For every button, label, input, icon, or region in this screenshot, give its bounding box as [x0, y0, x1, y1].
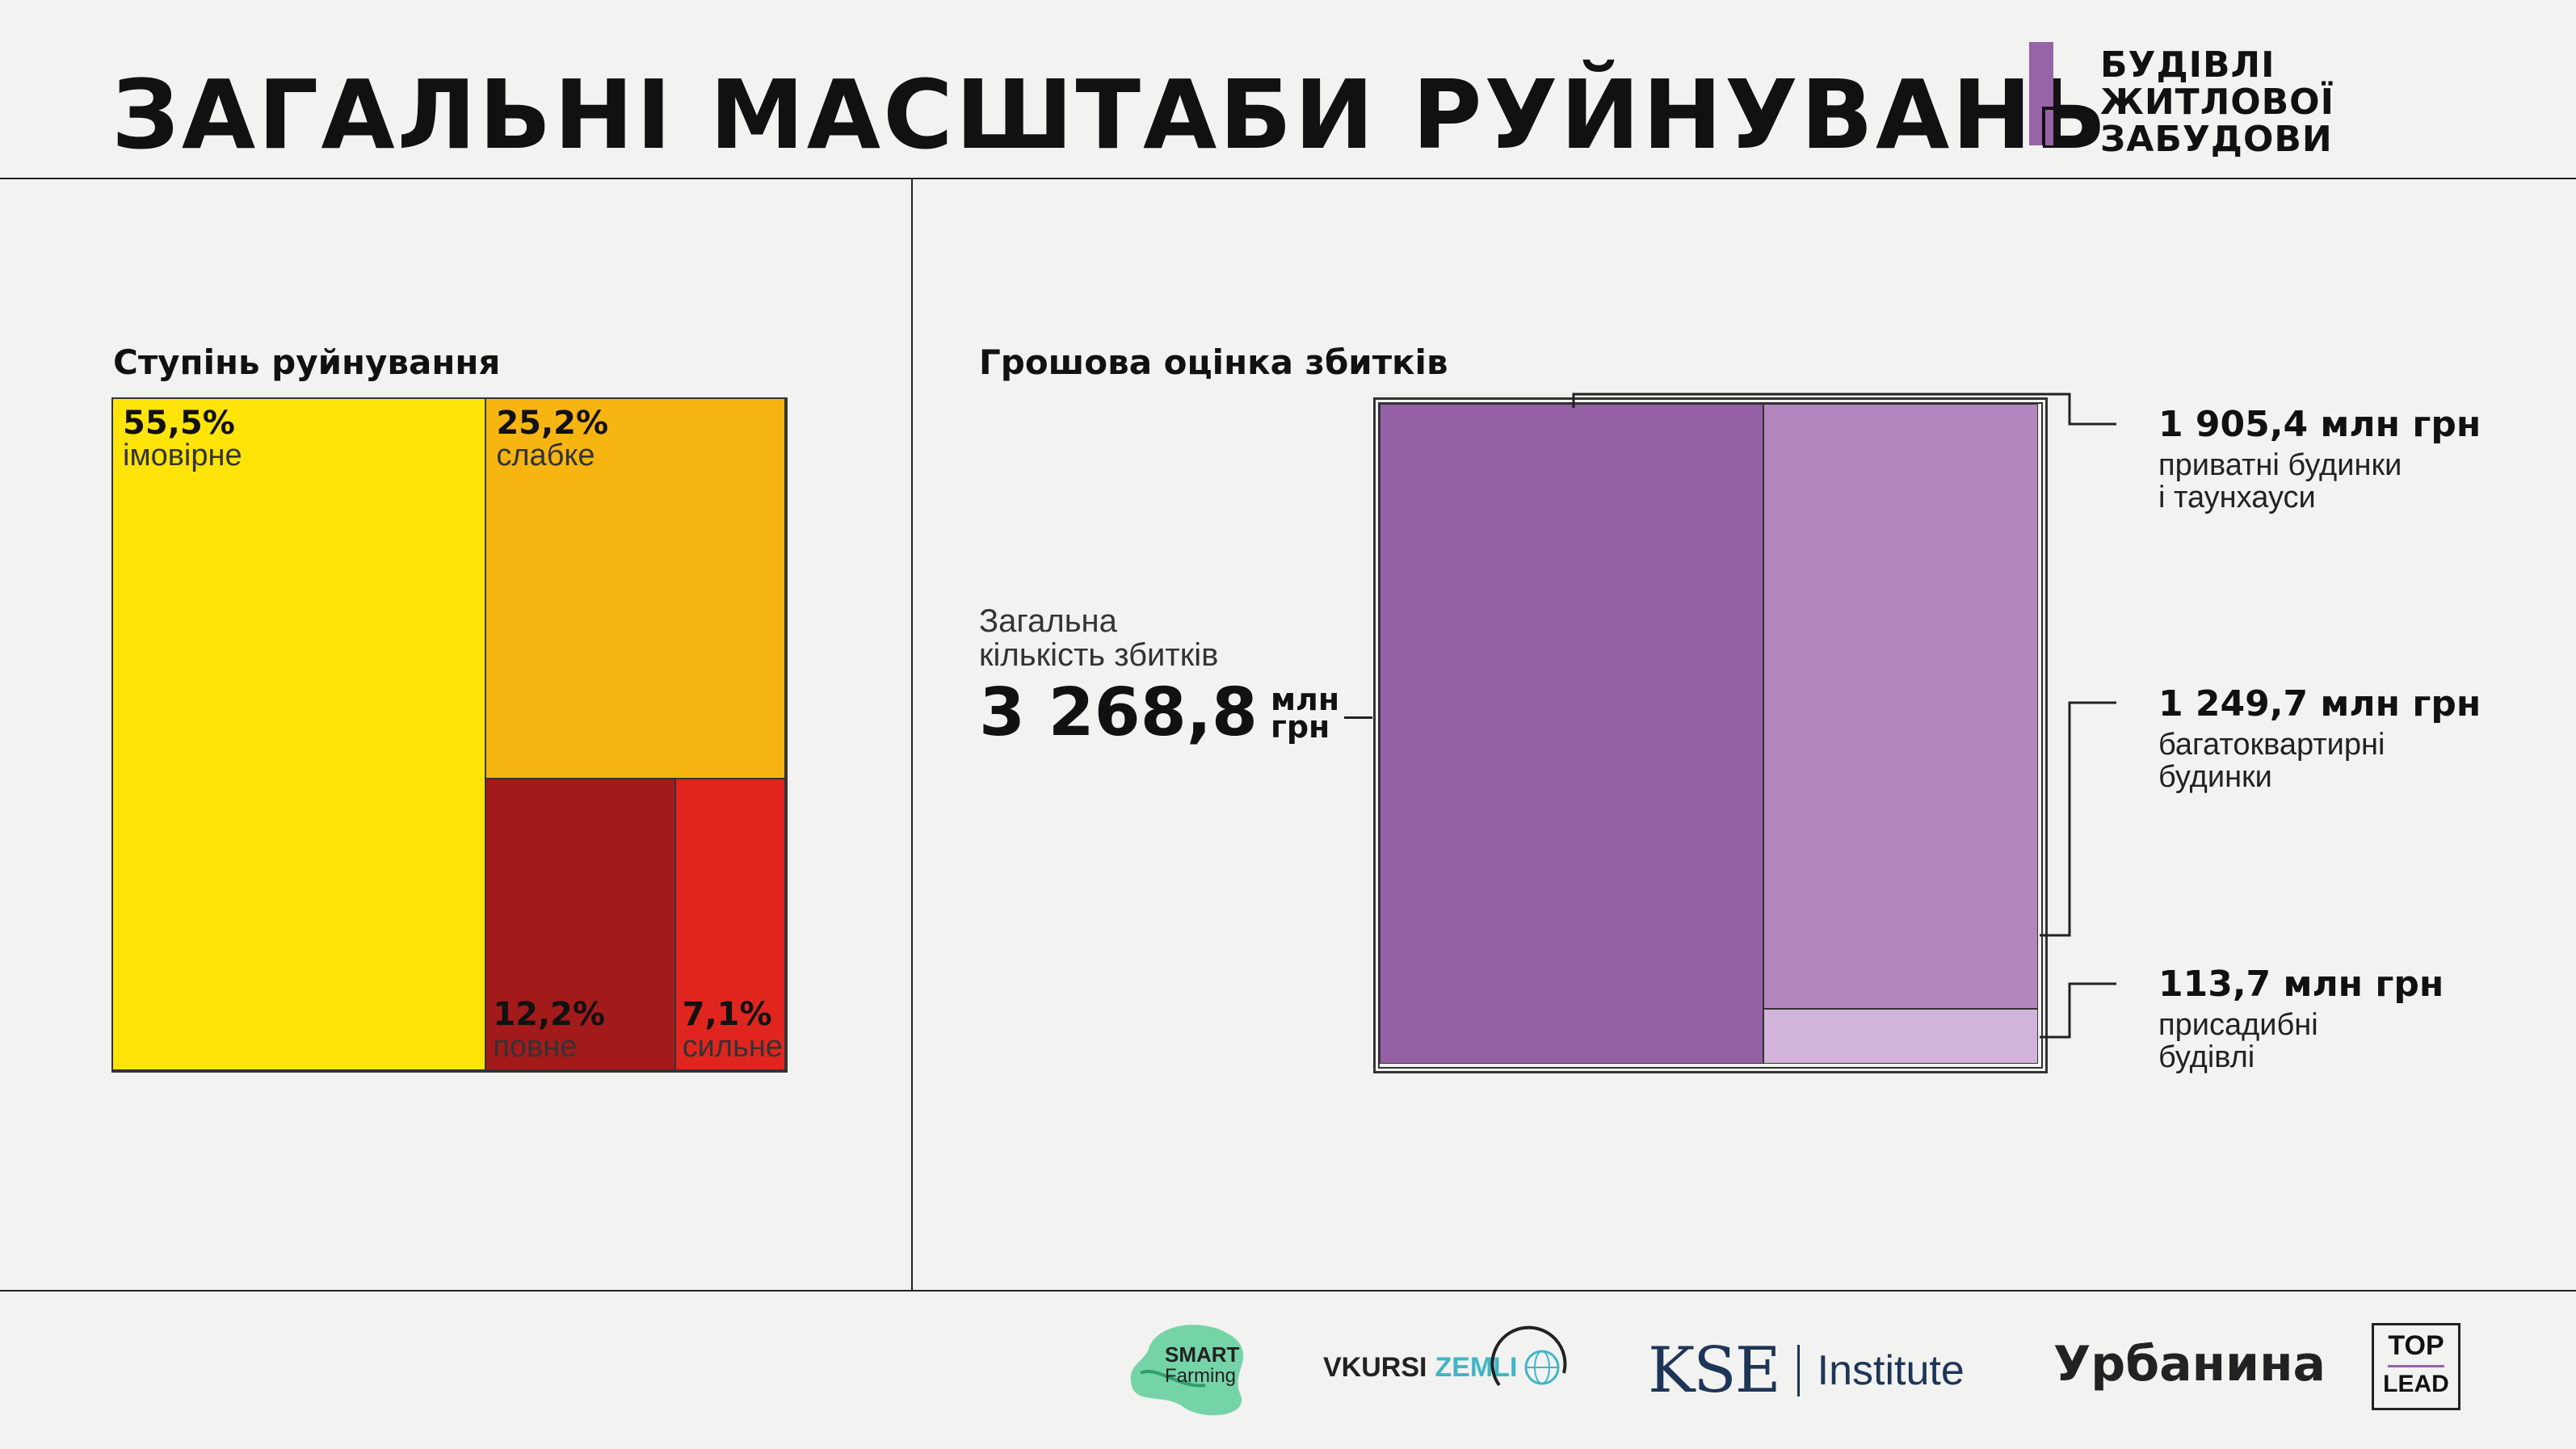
desc-outbuildings-2: будівлі [2158, 1040, 2255, 1074]
footer-divider [0, 1290, 2576, 1292]
total-connector [1344, 716, 1372, 719]
tile-severe: 7,1% сильне [675, 779, 786, 1071]
damage-treemap [1378, 402, 2043, 1069]
label-apartment-buildings: 1 249,7 млн грн багатоквартирні будинки [2158, 683, 2481, 794]
institute-text: Institute [1817, 1347, 1965, 1394]
top-lead-logo: TOP LEAD [2372, 1323, 2460, 1410]
label-outbuildings: 113,7 млн грн присадибні будівлі [2158, 964, 2444, 1074]
tile-complete: 12,2% повне [486, 779, 676, 1071]
logo-text: БУДІВЛІ ЖИТЛОВОЇ ЗАБУДОВИ [2100, 47, 2334, 158]
logo-line-2: ЖИТЛОВОЇ [2100, 82, 2334, 123]
tile-probable: 55,5% імовірне [113, 399, 487, 1071]
lead-text: LEAD [2383, 1371, 2449, 1397]
vkursi-text: VKURSI [1323, 1351, 1427, 1383]
vkursi-zemli-logo: VKURSI ZEMLI [1323, 1347, 1562, 1388]
value-apartment-buildings: 1 249,7 млн грн [2158, 683, 2481, 724]
total-damage-block: Загальна кількість збитків 3 268,8 млн г… [979, 604, 1339, 746]
zemli-text: ZEMLI [1435, 1351, 1518, 1383]
smart-text: SMART [1165, 1342, 1240, 1367]
logo-step [2042, 107, 2065, 145]
tile-apartment-buildings [1763, 404, 2038, 1009]
total-label-line-1: Загальна [979, 603, 1117, 639]
total-unit-mln: млн [1270, 682, 1340, 717]
urbanyna-logo: Урбанина [2053, 1336, 2326, 1392]
logo-line-3: ЗАБУДОВИ [2100, 119, 2333, 160]
desc-private-houses-2: і таунхауси [2158, 481, 2316, 514]
leader-line-private [1572, 393, 2116, 426]
destruction-treemap: 55,5% імовірне 25,2% слабке 12,2% повне 7,1% си… [111, 397, 788, 1073]
tile-outbuildings [1763, 1008, 2038, 1064]
logo-mark [2029, 42, 2053, 145]
tile-light-percent: 25,2% [496, 405, 609, 442]
tile-severe-percent: 7,1% [682, 996, 772, 1034]
header-divider [0, 178, 2576, 179]
column-divider [911, 178, 913, 1291]
leader-line-apartments [2040, 701, 2116, 937]
page-title: ЗАГАЛЬНІ МАСШТАБИ РУЙНУВАНЬ [111, 59, 2109, 170]
top-lead-accent [2388, 1365, 2444, 1367]
tile-light-label: слабке [496, 439, 595, 472]
kse-text: KSE [1648, 1334, 1781, 1407]
desc-private-houses-1: приватні будинки [2158, 448, 2402, 482]
top-text: TOP [2388, 1330, 2444, 1361]
total-unit-uah: грн [1270, 709, 1330, 745]
total-damage-value: 3 268,8 [979, 674, 1258, 751]
kse-divider [1796, 1345, 1800, 1396]
farming-text-2: Farming [1165, 1365, 1237, 1387]
total-label-line-2: кількість збитків [979, 637, 1219, 673]
tile-private-houses [1380, 404, 1764, 1064]
desc-outbuildings-1: присадибні [2158, 1008, 2318, 1042]
desc-apartment-buildings-1: багатоквартирні [2158, 728, 2385, 762]
value-outbuildings: 113,7 млн грн [2158, 964, 2444, 1005]
value-private-houses: 1 905,4 млн грн [2158, 404, 2481, 445]
tile-probable-percent: 55,5% [123, 405, 235, 442]
tile-probable-label: імовірне [123, 439, 242, 472]
globe-icon [1524, 1350, 1560, 1385]
leader-line-outbuildings [2040, 982, 2116, 1039]
tile-light: 25,2% слабке [486, 399, 786, 780]
logo-line-1: БУДІВЛІ [2100, 44, 2276, 86]
tile-complete-label: повне [493, 1030, 578, 1065]
kse-institute-logo: KSE Institute [1648, 1334, 1965, 1407]
destruction-degree-title: Ступінь руйнування [113, 342, 501, 382]
vkursi-arc-icon [1490, 1325, 1567, 1387]
smart-farming-blob-icon [1130, 1325, 1244, 1416]
tile-severe-label: сильне [682, 1030, 783, 1065]
smart-farming-logo: SMART [1124, 1317, 1262, 1422]
desc-apartment-buildings-2: будинки [2158, 760, 2272, 794]
damage-valuation-title: Грошова оцінка збитків [979, 342, 1448, 382]
label-private-houses: 1 905,4 млн грн приватні будинки і таунх… [2158, 407, 2481, 514]
tile-complete-percent: 12,2% [493, 996, 606, 1034]
damage-treemap-frame [1373, 397, 2048, 1073]
